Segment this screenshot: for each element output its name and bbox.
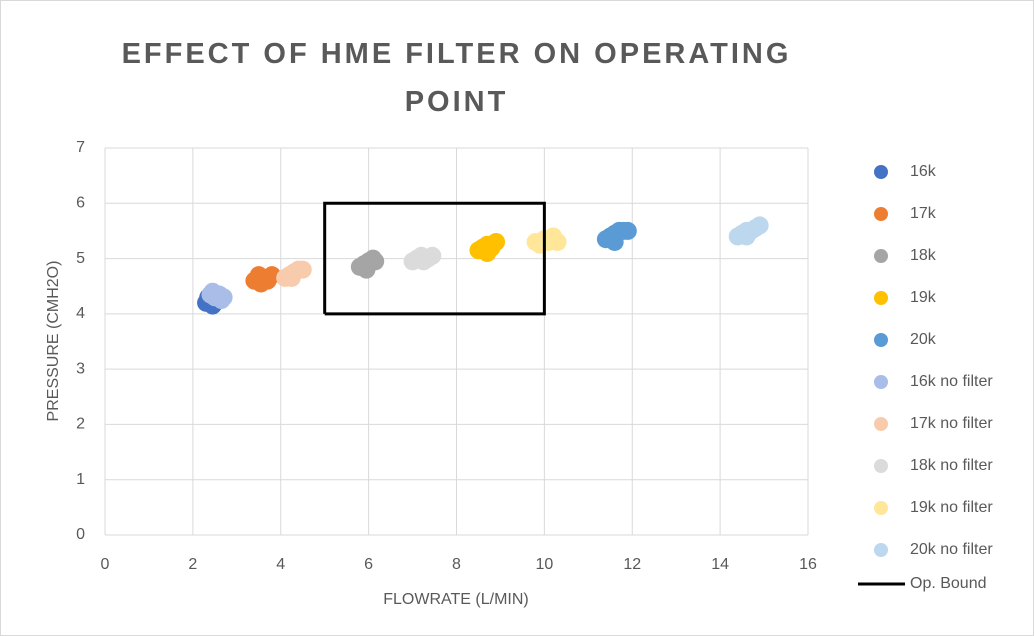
x-tick-label: 14 xyxy=(711,556,729,573)
legend-label: 18k xyxy=(910,247,937,264)
legend-marker xyxy=(874,375,888,389)
legend-label: 17k xyxy=(910,205,937,222)
legend-marker xyxy=(874,165,888,179)
x-tick-label: 12 xyxy=(623,556,641,573)
x-tick-label: 10 xyxy=(535,556,553,573)
legend-marker xyxy=(874,501,888,515)
x-tick-label: 2 xyxy=(188,556,197,573)
point xyxy=(750,216,769,235)
y-axis-label: PRESSURE (CMH2O) xyxy=(45,261,62,422)
legend-marker xyxy=(874,417,888,431)
legend-label: 20k xyxy=(910,331,937,348)
x-tick-label: 6 xyxy=(364,556,373,573)
legend-marker xyxy=(874,459,888,473)
legend-label: 19k xyxy=(910,289,937,306)
legend-label: 17k no filter xyxy=(910,415,993,432)
legend-label: 16k no filter xyxy=(910,373,993,390)
y-tick-label: 4 xyxy=(76,305,85,322)
bound-line xyxy=(323,201,546,316)
point xyxy=(414,252,433,271)
legend-label: 20k no filter xyxy=(910,541,993,558)
point xyxy=(737,227,756,246)
y-tick-label: 0 xyxy=(76,526,85,543)
y-tick-label: 3 xyxy=(76,360,85,377)
x-tick-label: 0 xyxy=(101,556,110,573)
legend-marker xyxy=(874,207,888,221)
point xyxy=(366,252,385,271)
y-tick-label: 5 xyxy=(76,250,85,267)
legend-label: 16k xyxy=(910,163,937,180)
legend-marker xyxy=(874,543,888,557)
chart-title: EFFECT OF HME FILTER ON OPERATING POINT xyxy=(121,38,792,118)
point xyxy=(605,232,624,251)
legend-label: Op. Bound xyxy=(910,575,987,592)
y-tick-label: 1 xyxy=(76,471,85,488)
x-tick-label: 8 xyxy=(452,556,461,573)
y-tick-label: 2 xyxy=(76,416,85,433)
point xyxy=(548,232,567,251)
legend-marker xyxy=(874,291,888,305)
legend-label: 19k no filter xyxy=(910,499,993,516)
point xyxy=(618,221,637,240)
y-tick-label: 6 xyxy=(76,195,85,212)
legend-marker xyxy=(874,249,888,263)
y-tick-label: 7 xyxy=(76,139,85,156)
legend-marker xyxy=(874,333,888,347)
x-axis-label: FLOWRATE (L/MIN) xyxy=(383,591,528,608)
x-tick-label: 4 xyxy=(276,556,285,573)
point xyxy=(251,274,270,293)
point xyxy=(282,268,301,287)
point xyxy=(212,291,231,310)
legend-label: 18k no filter xyxy=(910,457,993,474)
x-tick-label: 16 xyxy=(799,556,817,573)
point xyxy=(478,244,497,263)
